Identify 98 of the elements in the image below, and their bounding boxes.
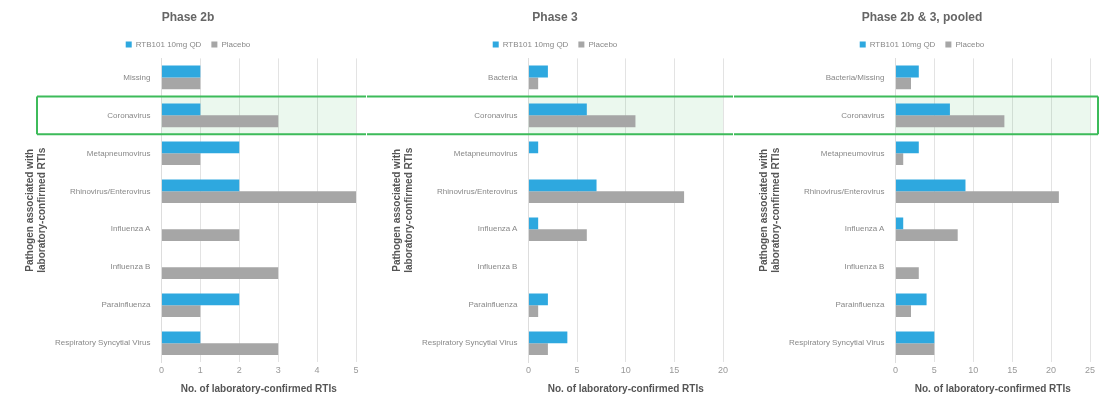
bar bbox=[528, 103, 587, 116]
y-tick-label: Respiratory Syncytial Virus bbox=[788, 338, 885, 348]
bar bbox=[528, 141, 539, 154]
y-tick-label: Respiratory Syncytial Virus bbox=[54, 338, 151, 348]
legend-label: RTB101 10mg QD bbox=[869, 39, 936, 49]
bar bbox=[161, 293, 240, 306]
y-tick-label: Rhinovirus/Enterovirus bbox=[803, 186, 885, 196]
bar bbox=[895, 343, 935, 355]
bar bbox=[528, 229, 587, 242]
bar bbox=[161, 267, 279, 280]
y-tick-label: Parainfluenza bbox=[835, 300, 885, 310]
bar bbox=[161, 179, 240, 192]
y-tick-label: Influenza B bbox=[477, 262, 518, 272]
x-tick-label: 25 bbox=[1084, 365, 1096, 376]
bar bbox=[161, 153, 201, 166]
y-tick-label: Influenza A bbox=[844, 224, 886, 234]
bar bbox=[895, 77, 912, 90]
legend-label: Placebo bbox=[955, 39, 985, 49]
x-axis-title: No. of laboratory-confirmed RTIs bbox=[914, 382, 1072, 394]
bar bbox=[895, 141, 919, 154]
y-tick-label: Bacteria bbox=[488, 72, 518, 82]
x-tick-label: 3 bbox=[275, 365, 281, 376]
bar bbox=[528, 217, 539, 230]
x-tick-label: 20 bbox=[1046, 365, 1057, 376]
x-tick-label: 10 bbox=[620, 365, 631, 376]
bar bbox=[528, 305, 539, 318]
y-tick-label: Missing bbox=[123, 72, 151, 82]
x-tick-label: 5 bbox=[353, 365, 359, 376]
y-tick-label: Influenza A bbox=[110, 224, 152, 234]
bar bbox=[161, 77, 201, 90]
x-tick-label: 1 bbox=[197, 365, 203, 376]
x-axis-title: No. of laboratory-confirmed RTIs bbox=[180, 382, 338, 394]
x-tick-label: 20 bbox=[717, 365, 729, 376]
y-tick-label: Metapneumovirus bbox=[86, 148, 151, 158]
bar bbox=[528, 343, 548, 355]
bar bbox=[528, 191, 685, 204]
y-tick-label: Influenza A bbox=[477, 224, 519, 234]
bar bbox=[161, 331, 201, 344]
bar bbox=[895, 217, 904, 230]
bar bbox=[161, 191, 356, 204]
bar bbox=[161, 343, 279, 355]
y-tick-label: Metapneumovirus bbox=[820, 148, 885, 158]
bar bbox=[895, 179, 966, 192]
y-tick-label: Bacteria/Missing bbox=[825, 72, 885, 82]
legend-label: Placebo bbox=[221, 39, 251, 49]
bar bbox=[895, 115, 1005, 128]
bar bbox=[528, 331, 568, 344]
y-axis-title: Pathogen associated with laboratory-confirmed RTIs bbox=[23, 147, 47, 273]
x-tick-label: 10 bbox=[968, 365, 979, 376]
bar bbox=[895, 267, 919, 280]
x-tick-label: 4 bbox=[314, 365, 320, 376]
y-tick-label: Parainfluenza bbox=[101, 300, 151, 310]
bar bbox=[528, 115, 636, 128]
y-tick-label: Influenza B bbox=[844, 262, 885, 272]
x-tick-label: 15 bbox=[1007, 365, 1018, 376]
bar bbox=[895, 153, 904, 166]
y-axis-title: Pathogen associated with laboratory-confirmed RTIs bbox=[390, 147, 414, 273]
x-tick-label: 0 bbox=[158, 365, 164, 376]
x-tick-label: 0 bbox=[525, 365, 531, 376]
x-axis-title: No. of laboratory-confirmed RTIs bbox=[547, 382, 705, 394]
x-tick-label: 5 bbox=[931, 365, 937, 376]
bar bbox=[161, 305, 201, 318]
chart-title: Phase 3 bbox=[532, 9, 578, 24]
y-tick-label: Coronavirus bbox=[474, 110, 518, 120]
legend-label: RTB101 10mg QD bbox=[135, 39, 202, 49]
x-tick-label: 15 bbox=[669, 365, 680, 376]
y-tick-label: Coronavirus bbox=[107, 110, 151, 120]
bar bbox=[528, 65, 548, 78]
bar bbox=[161, 65, 201, 78]
y-axis-title: Pathogen associated with laboratory-confirmed RTIs bbox=[757, 147, 781, 273]
y-tick-label: Parainfluenza bbox=[468, 300, 518, 310]
bar bbox=[161, 229, 240, 242]
x-tick-label: 0 bbox=[892, 365, 898, 376]
bar bbox=[895, 191, 1059, 204]
chart-title: Phase 2b & 3, pooled bbox=[861, 9, 983, 24]
bar bbox=[161, 141, 240, 154]
bar bbox=[895, 293, 927, 306]
legend-label: Placebo bbox=[588, 39, 618, 49]
x-tick-label: 5 bbox=[574, 365, 580, 376]
bar bbox=[528, 179, 597, 192]
x-tick-label: 2 bbox=[236, 365, 242, 376]
bar bbox=[161, 115, 279, 128]
bar bbox=[528, 293, 548, 306]
y-tick-label: Metapneumovirus bbox=[453, 148, 518, 158]
bar bbox=[528, 77, 539, 90]
y-tick-label: Rhinovirus/Enterovirus bbox=[69, 186, 151, 196]
bar bbox=[895, 229, 958, 242]
y-tick-label: Rhinovirus/Enterovirus bbox=[436, 186, 518, 196]
bar bbox=[895, 331, 935, 344]
y-tick-label: Respiratory Syncytial Virus bbox=[421, 338, 518, 348]
bar bbox=[895, 305, 912, 318]
bar bbox=[161, 103, 201, 116]
y-tick-label: Coronavirus bbox=[841, 110, 885, 120]
y-tick-label: Influenza B bbox=[110, 262, 151, 272]
bar bbox=[895, 65, 919, 78]
bar bbox=[895, 103, 950, 116]
chart-title: Phase 2b bbox=[161, 9, 215, 24]
legend-label: RTB101 10mg QD bbox=[502, 39, 569, 49]
